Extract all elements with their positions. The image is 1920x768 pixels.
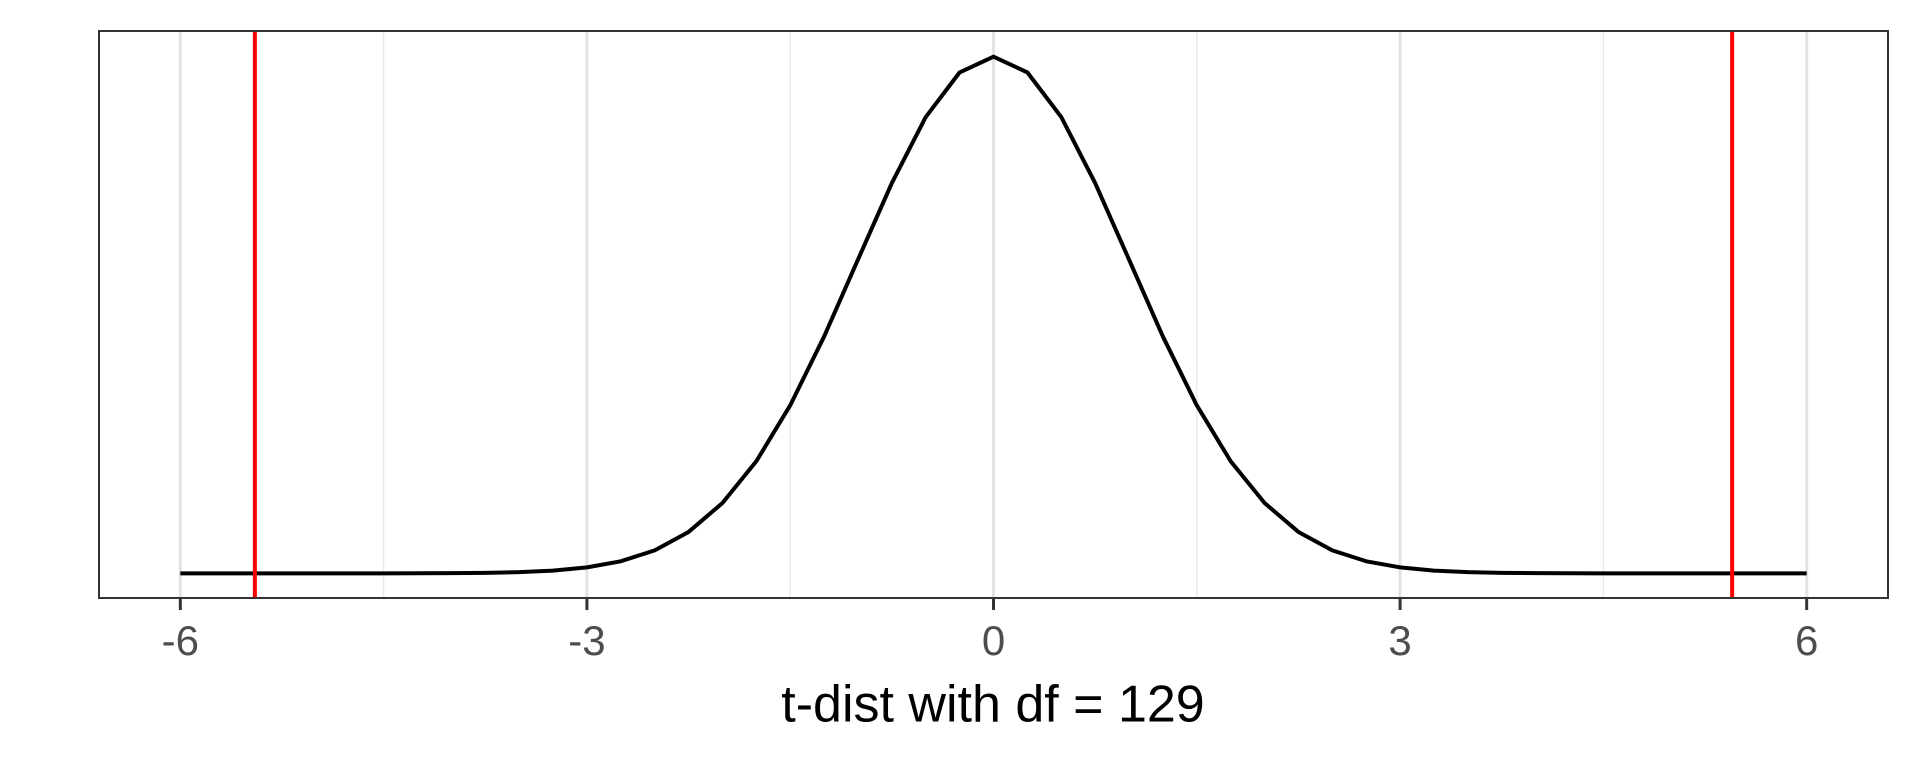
- x-tick-label: 0: [982, 617, 1005, 664]
- panel-border: [98, 30, 1889, 599]
- x-tick-label: -6: [162, 617, 199, 664]
- x-tick-label: 3: [1388, 617, 1411, 664]
- x-tick-label: 6: [1795, 617, 1818, 664]
- x-axis-title: t-dist with df = 129: [781, 676, 1204, 734]
- x-tick-label: -3: [568, 617, 605, 664]
- density-line: [180, 54, 1807, 576]
